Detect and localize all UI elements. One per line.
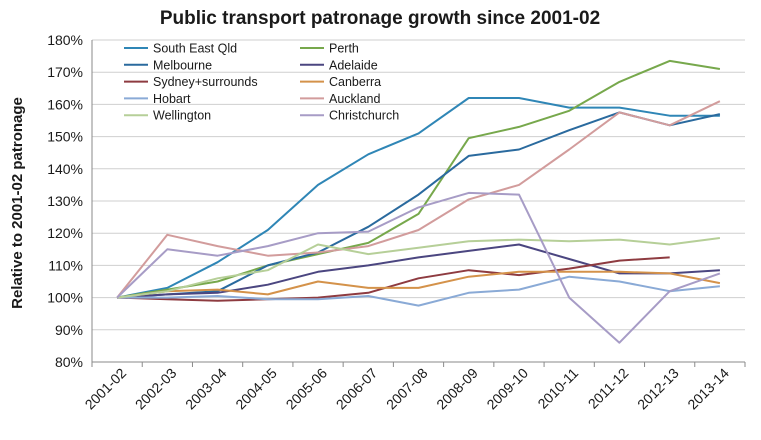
y-tick-label: 120% (47, 225, 83, 241)
legend-label-perth: Perth (329, 42, 359, 56)
legend-label-christchurch: Christchurch (329, 109, 399, 123)
legend-label-sydney-surrounds: Sydney+surrounds (153, 75, 258, 89)
y-tick-label: 80% (55, 354, 83, 370)
y-tick-label: 150% (47, 129, 83, 145)
y-tick-label: 110% (48, 257, 83, 273)
x-tick-label: 2010-11 (534, 365, 581, 412)
x-tick-label: 2007-08 (383, 365, 431, 413)
y-tick-label: 170% (47, 64, 83, 80)
x-axis-ticks: 2001-02 2002-03 2003-04 2004-05 2005-06 2006-… (82, 362, 746, 413)
series-line-christchurch (116, 191, 721, 344)
series-line-melbourne (117, 111, 721, 299)
chart-title: Public transport patronage growth since … (160, 8, 600, 29)
series-line-adelaide (117, 243, 720, 299)
series-line-auckland (116, 100, 721, 299)
legend-label-south-east-qld: South East Qld (153, 42, 237, 56)
series-line-south-east-qld (116, 97, 720, 299)
y-tick-label: 100% (47, 290, 83, 306)
legend-label-canberra: Canberra (329, 75, 381, 89)
legend-label-melbourne: Melbourne (153, 58, 212, 72)
series-line-hobart (117, 275, 720, 307)
x-tick-label: 2004-05 (232, 365, 280, 413)
y-axis-ticks: 80% 90% 100% 110% 120% 130% 140% 150% 160% 170% 18… (47, 32, 83, 370)
legend-label-adelaide: Adelaide (329, 58, 378, 72)
x-tick-label: 2001-02 (82, 365, 130, 413)
x-tick-label: 2012-13 (634, 365, 682, 413)
x-tick-label: 2002-03 (132, 365, 180, 413)
series-line-perth (116, 59, 721, 299)
series-line-wellington (116, 237, 721, 299)
series-line-canberra (116, 270, 721, 299)
series-line-sydney-surrounds (117, 256, 670, 302)
x-tick-label: 2005-06 (283, 365, 331, 413)
x-tick-label: 2008-09 (433, 365, 481, 413)
y-tick-label: 90% (55, 322, 83, 338)
legend: South East Qld Perth Melbourne Adelaide Sydn… (124, 42, 399, 123)
x-tick-label: 2006-07 (333, 365, 381, 413)
legend-label-hobart: Hobart (153, 92, 191, 106)
y-tick-label: 130% (47, 193, 83, 209)
y-tick-label: 160% (47, 96, 83, 112)
gridlines (91, 39, 745, 363)
series-lines (116, 59, 721, 344)
x-tick-label: 2013-14 (684, 365, 732, 413)
y-axis-label: Relative to 2001-02 patronage (9, 97, 26, 309)
y-tick-label: 140% (47, 161, 83, 177)
x-tick-label: 2003-04 (182, 365, 230, 413)
legend-label-auckland: Auckland (329, 92, 380, 106)
x-tick-label: 2009-10 (483, 365, 531, 413)
legend-label-wellington: Wellington (153, 109, 211, 123)
x-tick-label: 2011-12 (585, 365, 632, 412)
y-tick-label: 180% (47, 32, 83, 48)
